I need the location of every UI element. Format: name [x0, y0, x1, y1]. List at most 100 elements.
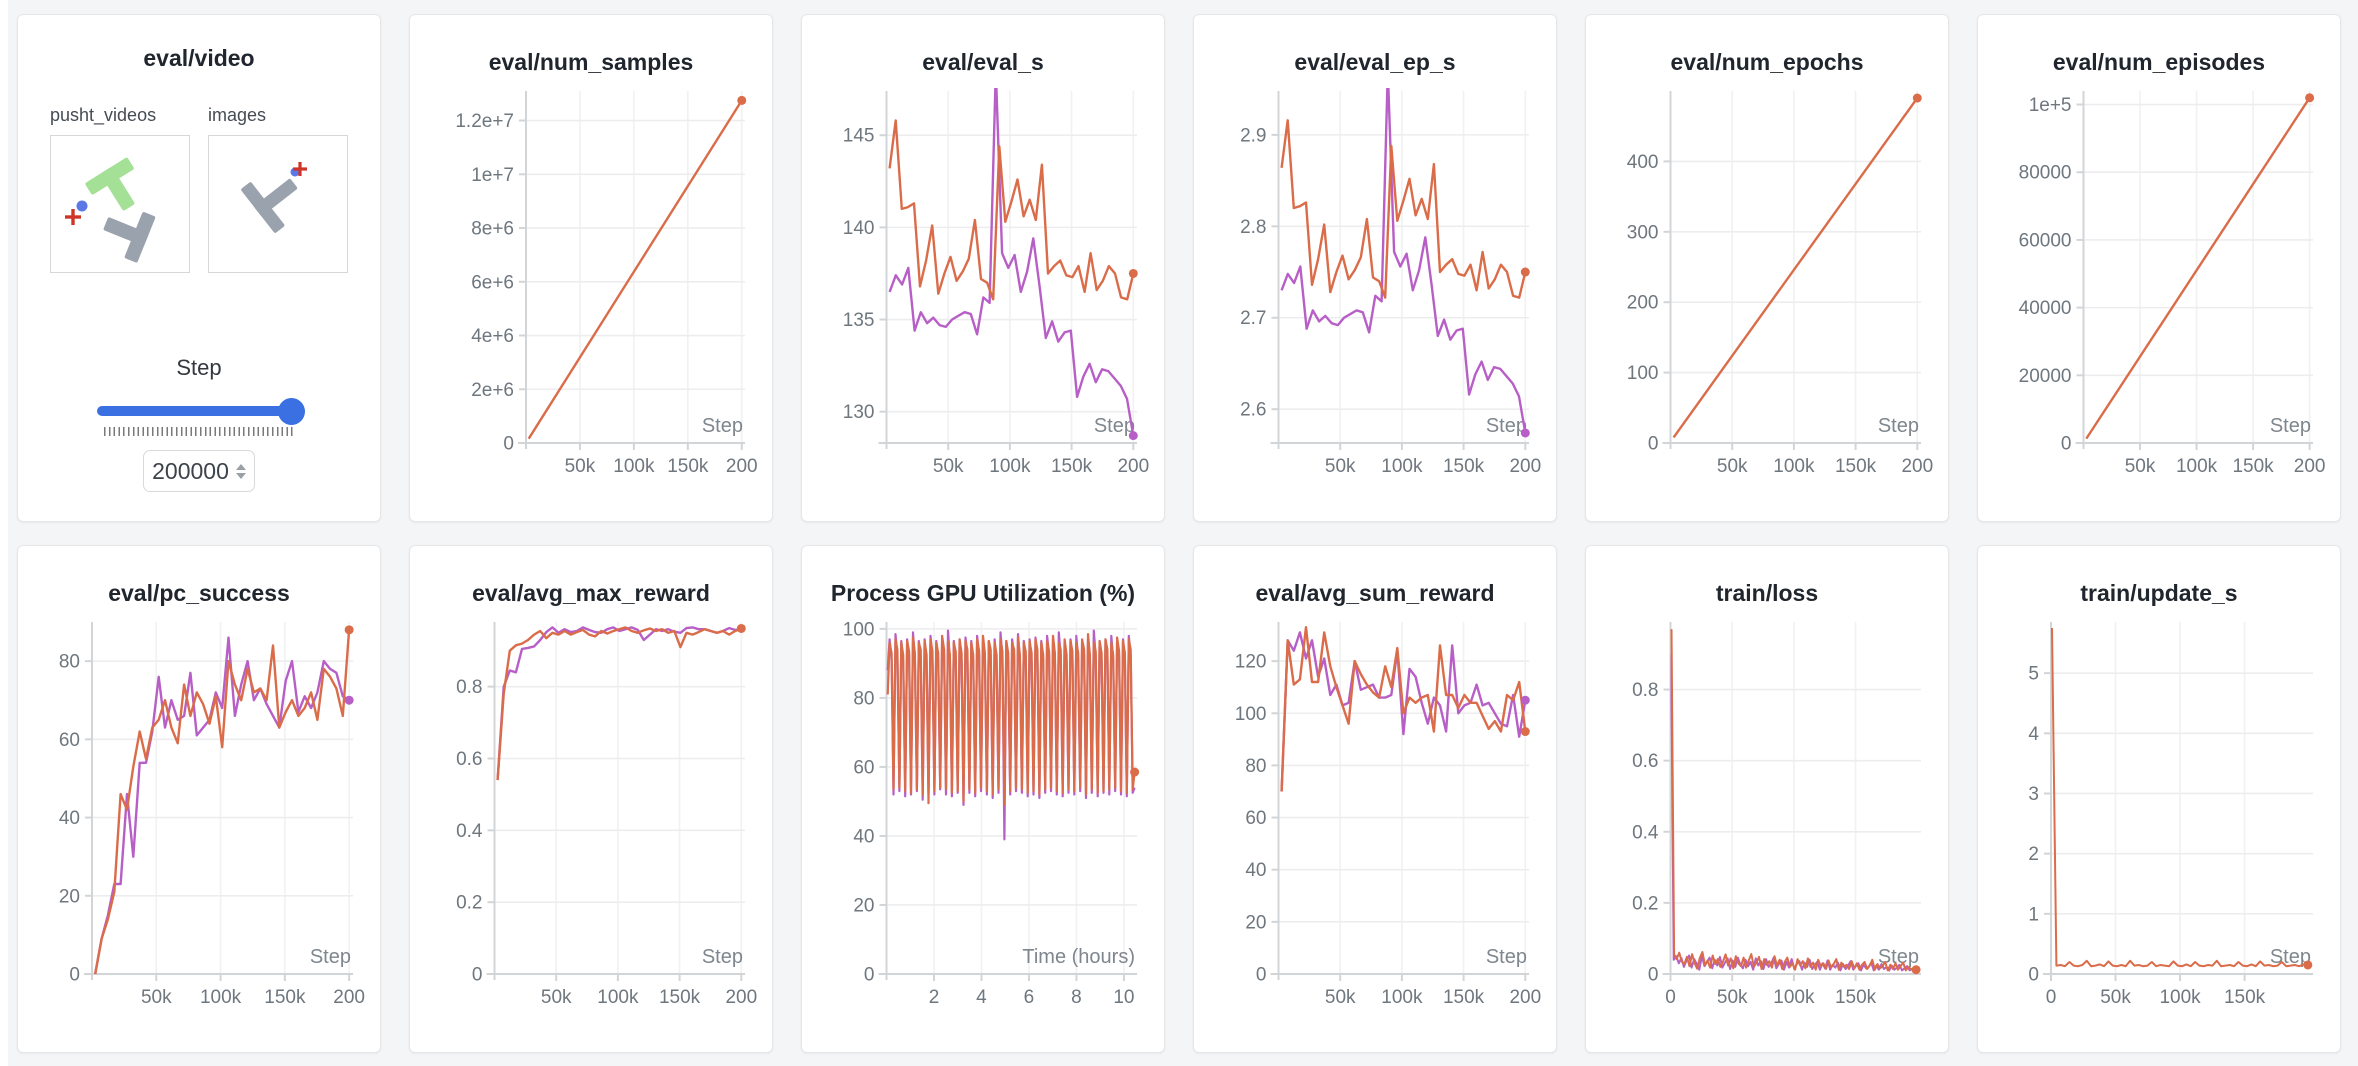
svg-text:150k: 150k: [659, 987, 701, 1008]
series-end-dot-purple: [1520, 695, 1530, 705]
svg-text:50k: 50k: [1717, 987, 1748, 1008]
svg-text:80: 80: [853, 688, 874, 709]
svg-text:1: 1: [2028, 904, 2039, 925]
chart-panel-eval-eval-s[interactable]: eval/eval_s 130 135 140 145 50k 100k 150k 200 Ste…: [801, 14, 1165, 522]
chart-panel-train-loss[interactable]: train/loss 0 0.2 0.4 0.6 0.8 0 50k 100k 150k Step: [1585, 545, 1949, 1053]
svg-text:0: 0: [1648, 965, 1659, 986]
step-slider-thumb[interactable]: [278, 398, 305, 425]
svg-text:80: 80: [59, 652, 80, 673]
svg-text:2e+6: 2e+6: [471, 380, 514, 401]
svg-text:2.9: 2.9: [1240, 125, 1266, 146]
series-line-orange: [1672, 97, 1919, 439]
chart-panel-eval-eval-ep-s[interactable]: eval/eval_ep_s 2.6 2.7 2.8 2.9 50k 100k 150k 200…: [1193, 14, 1557, 522]
svg-text:0: 0: [864, 965, 875, 986]
svg-text:100k: 100k: [2159, 987, 2201, 1008]
chart-canvas: 2.6 2.7 2.8 2.9 50k 100k 150k 200 Step: [1240, 88, 1541, 477]
svg-text:100k: 100k: [2176, 456, 2218, 477]
svg-text:0.8: 0.8: [1632, 680, 1658, 701]
svg-text:Step: Step: [1486, 415, 1527, 437]
svg-text:135: 135: [843, 310, 875, 331]
svg-text:0.8: 0.8: [456, 677, 482, 698]
chart-panel-eval-num-epochs[interactable]: eval/num_epochs 0 100 200 300 400 50k 100k 150k 2…: [1585, 14, 1949, 522]
svg-text:0: 0: [1665, 987, 1676, 1008]
svg-text:200: 200: [726, 456, 757, 477]
svg-text:Step: Step: [310, 946, 351, 968]
chart-canvas: 0 100 200 300 400 50k 100k 150k 200 Step: [1627, 91, 1933, 477]
series-end-dot-orange: [736, 623, 746, 633]
series-end-dot-orange: [2305, 93, 2315, 103]
svg-text:50k: 50k: [933, 456, 964, 477]
video-panel-title: eval/video: [143, 45, 255, 71]
svg-text:1e+5: 1e+5: [2029, 95, 2072, 116]
goal-cross-icon: [65, 209, 81, 225]
images-thumbnail[interactable]: [208, 135, 348, 273]
svg-text:200: 200: [1901, 456, 1933, 477]
step-slider-track[interactable]: [97, 406, 301, 416]
step-value-input[interactable]: 200000: [143, 450, 255, 492]
svg-text:150k: 150k: [1051, 456, 1093, 477]
series-line-purple: [888, 88, 1135, 436]
step-value: 200000: [152, 457, 229, 484]
chart-panel-eval-num-samples[interactable]: eval/num_samples 0 2e+6 4e+6 6e+6 8e+6 1e+7 1.2…: [409, 14, 773, 522]
svg-text:20: 20: [853, 895, 874, 916]
series-line-orange: [1280, 119, 1527, 299]
series-line-purple: [1280, 631, 1527, 792]
svg-text:0: 0: [2046, 987, 2057, 1008]
svg-text:100k: 100k: [1381, 987, 1423, 1008]
svg-text:150k: 150k: [2224, 987, 2266, 1008]
svg-text:6: 6: [1024, 987, 1035, 1008]
images-scene-image: [241, 162, 307, 233]
media-label: pusht_videos: [50, 105, 157, 125]
svg-text:0.2: 0.2: [1632, 893, 1658, 914]
series-end-dot-orange: [1128, 268, 1138, 278]
svg-text:Time (hours): Time (hours): [1022, 946, 1135, 968]
svg-text:100k: 100k: [613, 456, 655, 477]
chart-panel-process-gpu-utilization[interactable]: Process GPU Utilization (%) 0 20 40 60 80 100 2…: [801, 545, 1165, 1053]
video-panel[interactable]: eval/video pusht_videos: [17, 14, 381, 522]
svg-text:150k: 150k: [1835, 987, 1877, 1008]
chart-title: eval/eval_s: [922, 49, 1044, 75]
chart-title: eval/num_episodes: [2052, 49, 2266, 75]
svg-text:Step: Step: [1878, 415, 1919, 437]
svg-text:1.2e+7: 1.2e+7: [455, 111, 514, 132]
series-end-dot-orange: [1130, 767, 1140, 777]
chart-panel-eval-avg-sum-reward[interactable]: eval/avg_sum_reward 0 20 40 60 80 100 120 50k 100…: [1193, 545, 1557, 1053]
svg-text:50k: 50k: [141, 987, 172, 1008]
svg-text:50k: 50k: [2125, 456, 2156, 477]
svg-text:100: 100: [843, 619, 875, 640]
chart-canvas: 0 0.2 0.4 0.6 0.8 50k 100k 150k 200 Step: [456, 622, 757, 1008]
svg-text:200: 200: [725, 987, 757, 1008]
chart-canvas: 0 20 40 60 80 100 2 4 6 8 10 Time (hours): [843, 619, 1140, 1008]
series-line-orange: [496, 626, 742, 781]
svg-text:3: 3: [2028, 784, 2039, 805]
svg-text:80: 80: [1245, 756, 1266, 777]
series-line-orange: [2051, 627, 2308, 968]
step-stepper[interactable]: [235, 463, 246, 479]
step-slider-block: Step 200000: [18, 355, 380, 492]
svg-text:2.7: 2.7: [1240, 308, 1266, 329]
chart-panel-train-update-s[interactable]: train/update_s 0 1 2 3 4 5 0 50k 100k 150k Step: [1977, 545, 2341, 1053]
svg-text:100k: 100k: [200, 987, 242, 1008]
step-slider[interactable]: [97, 397, 305, 425]
svg-text:Step: Step: [702, 415, 743, 437]
svg-text:8e+6: 8e+6: [471, 219, 514, 240]
svg-text:40000: 40000: [2019, 298, 2072, 319]
svg-text:200: 200: [1509, 456, 1541, 477]
svg-text:50k: 50k: [1717, 456, 1748, 477]
svg-text:100k: 100k: [597, 987, 639, 1008]
pusht-video-thumbnail[interactable]: [50, 135, 190, 273]
svg-text:40: 40: [59, 808, 80, 829]
chart-title: train/loss: [1715, 580, 1819, 606]
chart-panel-eval-num-episodes[interactable]: eval/num_episodes 0 20000 40000 60000 80000 1e…: [1977, 14, 2341, 522]
chart-panel-eval-avg-max-reward[interactable]: eval/avg_max_reward 0 0.2 0.4 0.6 0.8 50k 100k 1…: [409, 545, 773, 1053]
chart-canvas: 0 20000 40000 60000 80000 1e+5 50k 100k 150k 200 S…: [2019, 91, 2325, 477]
chart-panel-eval-pc-success[interactable]: eval/pc_success 0 20 40 60 80 50k 100k 150k 200 St…: [17, 545, 381, 1053]
step-slider-label: Step: [176, 355, 222, 380]
stepper-up-icon: [235, 463, 246, 470]
series-end-dot-orange: [1911, 965, 1921, 975]
svg-text:100k: 100k: [1381, 456, 1423, 477]
svg-text:200: 200: [333, 987, 365, 1008]
series-end-dot-orange: [737, 95, 747, 105]
svg-text:100k: 100k: [1773, 456, 1815, 477]
